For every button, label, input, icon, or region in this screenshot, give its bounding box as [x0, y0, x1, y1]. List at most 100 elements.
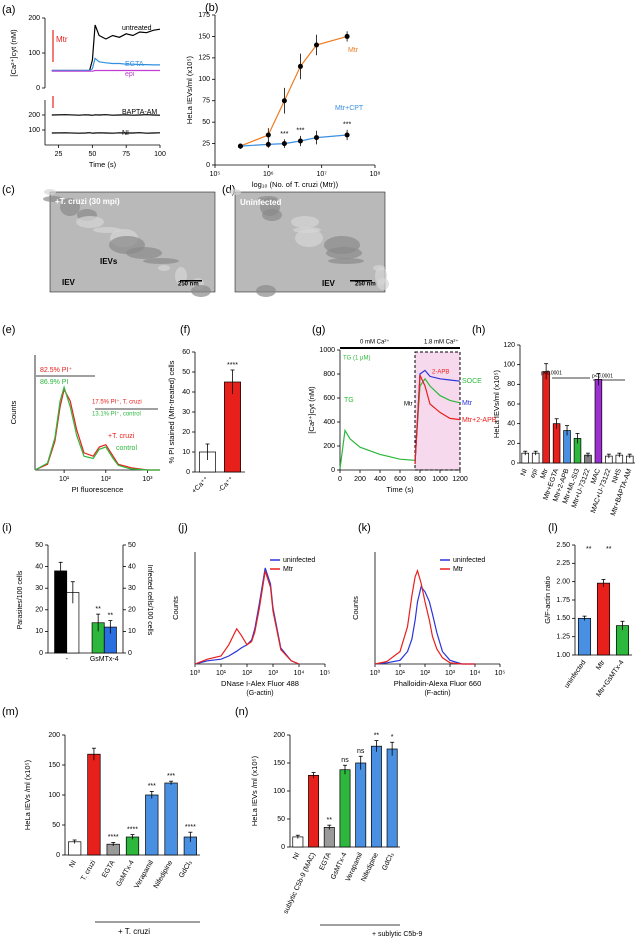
significance: ** — [327, 817, 333, 824]
panel-label: (c) — [2, 184, 15, 196]
texture — [375, 267, 387, 285]
series-label: epi — [125, 71, 135, 78]
image-label: IEV — [322, 279, 336, 288]
y-tick-label: 0 — [206, 162, 210, 169]
y-axis-label: [Ca²⁺]cyt (nM) — [9, 29, 18, 77]
bar — [54, 570, 68, 654]
y-axis-label: Counts — [9, 400, 18, 424]
y2-tick-label: 20 — [128, 607, 136, 614]
y-tick-label: 30 — [35, 585, 43, 592]
bar — [125, 836, 140, 856]
series-label: +T. cruzi — [108, 433, 135, 440]
y2-tick-label: 10 — [128, 628, 136, 635]
image-label: 250 nm — [355, 282, 376, 288]
series-label: Infected cells/100 cells — [146, 565, 153, 636]
y-tick-label: 100 — [273, 788, 285, 795]
y-axis-label: G/F-actin ratio — [543, 576, 552, 624]
annotation: 17.5% PI⁺, T. cruzi — [92, 399, 142, 406]
y-tick-label: 1.50 — [556, 615, 570, 622]
scale-bar — [350, 280, 372, 282]
x-tick-label: 10¹ — [216, 670, 227, 677]
y-tick-label: 800 — [323, 371, 335, 378]
line — [51, 69, 160, 72]
texture — [229, 189, 241, 195]
point — [297, 138, 303, 144]
x-tick-label: 1000 — [432, 476, 448, 483]
x-tick-label: uninfected — [563, 659, 587, 690]
x-tick-label: 200 — [354, 476, 366, 483]
x-tick-label: MAC — [590, 468, 602, 485]
significance: ** — [374, 732, 380, 739]
y-tick-label: 50 — [277, 816, 285, 823]
x-tick-label: 10⁴ — [294, 670, 305, 677]
texture — [295, 229, 323, 247]
x-tick-label: T. cruzi — [80, 859, 97, 882]
x-tick-label: Nifedipine — [153, 859, 175, 890]
x-tick-label: 10⁵ — [320, 670, 331, 677]
x-tick-label: 10⁴ — [470, 670, 481, 677]
legend-label: uninfected — [283, 557, 315, 564]
point — [265, 141, 271, 147]
y-axis-label: Counts — [351, 596, 360, 620]
significance: ns — [357, 748, 365, 755]
x-tick-label: 10² — [242, 670, 253, 677]
point — [237, 143, 243, 149]
y-tick-label: 60 — [507, 401, 515, 408]
x-tick-label: 10⁵ — [495, 670, 506, 677]
x-tick-label: +Ca⁺⁺ — [191, 476, 211, 496]
series-label: Mtr+2-APB — [462, 417, 497, 424]
x-axis-sublabel: (G-actin) — [246, 690, 273, 697]
panel-label: (f) — [180, 324, 190, 336]
x-tick-label: 10⁶ — [263, 171, 274, 178]
y-tick-label: 20 — [507, 440, 515, 447]
series-label: Mtr+CPT — [335, 105, 364, 112]
annotation: 86.9% PI — [40, 379, 68, 386]
line — [414, 374, 461, 465]
line — [194, 567, 300, 665]
x-tick-label: Mtr — [595, 659, 607, 672]
x-tick-label: NI — [68, 859, 78, 869]
significance: *** — [148, 783, 156, 790]
x-tick-label: 10⁰ — [190, 669, 201, 677]
series-label: SOCE — [462, 378, 482, 385]
line — [374, 585, 475, 665]
series-label: Parasites/100 cells — [17, 570, 24, 629]
panel-label: (l) — [548, 522, 558, 534]
y-tick-label: 0 — [511, 460, 515, 467]
x-tick-label: GdCl₃ — [178, 859, 194, 879]
panel-label: (k) — [358, 522, 371, 534]
legend-label: Mtr — [453, 566, 464, 573]
y-tick-label: 0 — [39, 650, 43, 657]
bar — [164, 782, 178, 856]
x-tick-label: GdCl₃ — [381, 852, 395, 872]
annotation: 1.8 mM Ca²⁺ — [424, 339, 459, 346]
texture — [291, 216, 319, 228]
y-tick-label: 50 — [202, 119, 210, 126]
significance: *** — [280, 131, 288, 138]
x-tick-label: 10³ — [445, 670, 456, 677]
y-axis-label: % PI stained (Mtr-treated) cells — [167, 360, 176, 463]
series-label: Mtr — [462, 400, 473, 407]
annotation: 2-APB — [432, 370, 449, 376]
y-tick-label: 150 — [198, 33, 210, 40]
x-axis-label: DNase I-Alex Fluor 488 — [221, 679, 299, 688]
x-tick-label: 50 — [88, 151, 96, 158]
texture — [328, 258, 364, 264]
y-tick-label: 0 — [36, 85, 40, 92]
series-label: control — [116, 445, 137, 452]
y-tick-label: 100 — [198, 76, 210, 83]
y-tick-label: 50 — [182, 369, 190, 376]
y2-tick-label: 0 — [128, 650, 132, 657]
y-tick-label: 150 — [273, 760, 285, 767]
y2-tick-label: 50 — [128, 542, 136, 549]
y-axis-label: Counts — [171, 596, 180, 620]
annotation: + sublytic C5b-9 — [372, 931, 422, 938]
y-axis-label: HeLa IEVs/ml (x10⁵) — [185, 55, 194, 124]
texture — [258, 196, 278, 202]
y-tick-label: 80 — [507, 381, 515, 388]
point — [313, 135, 319, 141]
x-tick-label: sublytic C5b-9 (MAC) — [283, 852, 317, 915]
significance: **** — [185, 824, 196, 831]
y-tick-label: 40 — [35, 563, 43, 570]
series-label: NI — [122, 130, 129, 137]
